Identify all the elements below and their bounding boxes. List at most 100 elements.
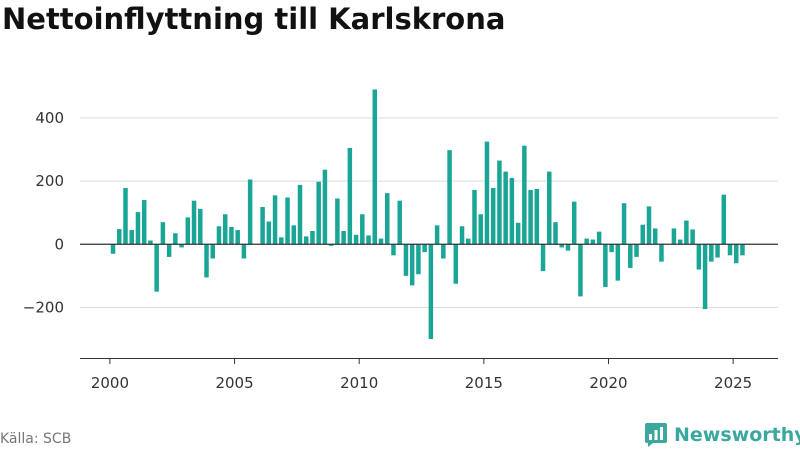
bar: [522, 145, 527, 245]
bar: [578, 244, 583, 297]
bar: [609, 244, 614, 253]
bar: [297, 184, 303, 245]
bar: [260, 207, 265, 245]
bar: [279, 237, 284, 245]
bar: [646, 206, 652, 245]
bar: [328, 244, 334, 246]
bar: [422, 244, 427, 253]
bar: [366, 235, 371, 245]
bar: [397, 200, 402, 245]
bar: [391, 244, 396, 256]
bar: [185, 217, 191, 245]
brand-name: Newsworthy: [674, 424, 800, 446]
bar: [652, 228, 658, 245]
bar: [135, 212, 141, 245]
newsworthy-logo-icon: [645, 423, 667, 447]
bar: [372, 89, 378, 245]
bar: [117, 229, 122, 245]
bar: [229, 226, 234, 245]
bar: [615, 244, 621, 281]
bar: [540, 244, 546, 272]
bar: [640, 224, 646, 245]
bar: [434, 225, 440, 245]
bar: [216, 226, 222, 245]
bar: [204, 244, 209, 278]
bar: [559, 244, 564, 248]
bar: [447, 150, 452, 245]
y-tick-label: 200: [35, 172, 64, 190]
bar: [459, 226, 465, 245]
bar: [266, 221, 272, 245]
bar: [148, 240, 153, 245]
bar: [571, 201, 577, 245]
bar: [409, 244, 415, 286]
bar: [590, 239, 596, 245]
bar: [316, 181, 321, 245]
bar: [403, 244, 409, 276]
bar: [740, 244, 745, 256]
bar: [385, 193, 390, 245]
bar: [166, 244, 172, 257]
bar: [503, 171, 508, 245]
bar: [428, 244, 434, 340]
brand-logo-link[interactable]: Newsworthy: [644, 420, 800, 450]
bar: [110, 244, 116, 254]
bar: [497, 160, 502, 245]
bar: [671, 228, 677, 245]
bar: [734, 244, 739, 264]
bar: [154, 244, 159, 292]
source-note: Källa: SCB: [0, 431, 72, 447]
y-tick-label: 0: [54, 235, 64, 253]
bar: [509, 177, 515, 245]
x-tick-label: 2010: [340, 374, 378, 392]
bar: [198, 208, 203, 245]
bar: [241, 244, 247, 259]
bar: [628, 244, 633, 268]
bar: [634, 244, 639, 257]
x-tick-label: 2025: [714, 374, 752, 392]
bar: [584, 238, 589, 245]
bar: [565, 244, 571, 251]
bar: [547, 171, 552, 245]
bar: [303, 236, 309, 245]
bar: [285, 197, 290, 245]
x-tick-label: 2020: [589, 374, 627, 392]
bar: [659, 244, 664, 262]
bar: [310, 231, 315, 245]
bar: [721, 194, 727, 245]
bar: [596, 231, 602, 245]
bar: [515, 222, 521, 245]
bar: [210, 244, 215, 259]
chart-title: Nettoinflyttning till Karlskrona: [2, 2, 506, 36]
bar: [416, 244, 421, 275]
bar: [141, 200, 147, 245]
bar: [702, 244, 708, 310]
y-tick-label: 400: [35, 109, 64, 127]
bar: [378, 238, 384, 245]
bar: [621, 203, 627, 245]
x-tick-label: 2015: [465, 374, 503, 392]
bar: [347, 147, 353, 245]
bar: [441, 244, 446, 259]
bar: [191, 200, 197, 245]
bar: [235, 230, 240, 245]
x-tick-label: 2000: [91, 374, 129, 392]
bar: [335, 198, 340, 245]
bar: [272, 195, 278, 245]
bar: [179, 244, 184, 248]
bar: [677, 239, 683, 245]
bar: [478, 214, 483, 245]
bar: [490, 188, 496, 245]
bar: [715, 244, 720, 258]
bars: [110, 89, 745, 340]
bar: [553, 222, 558, 245]
bar: [709, 244, 714, 262]
bar: [472, 189, 477, 245]
bar: [123, 188, 128, 245]
x-tick-label: 2005: [215, 374, 253, 392]
y-tick-label: −200: [23, 298, 64, 316]
bar: [690, 229, 695, 245]
bar: [360, 214, 365, 245]
